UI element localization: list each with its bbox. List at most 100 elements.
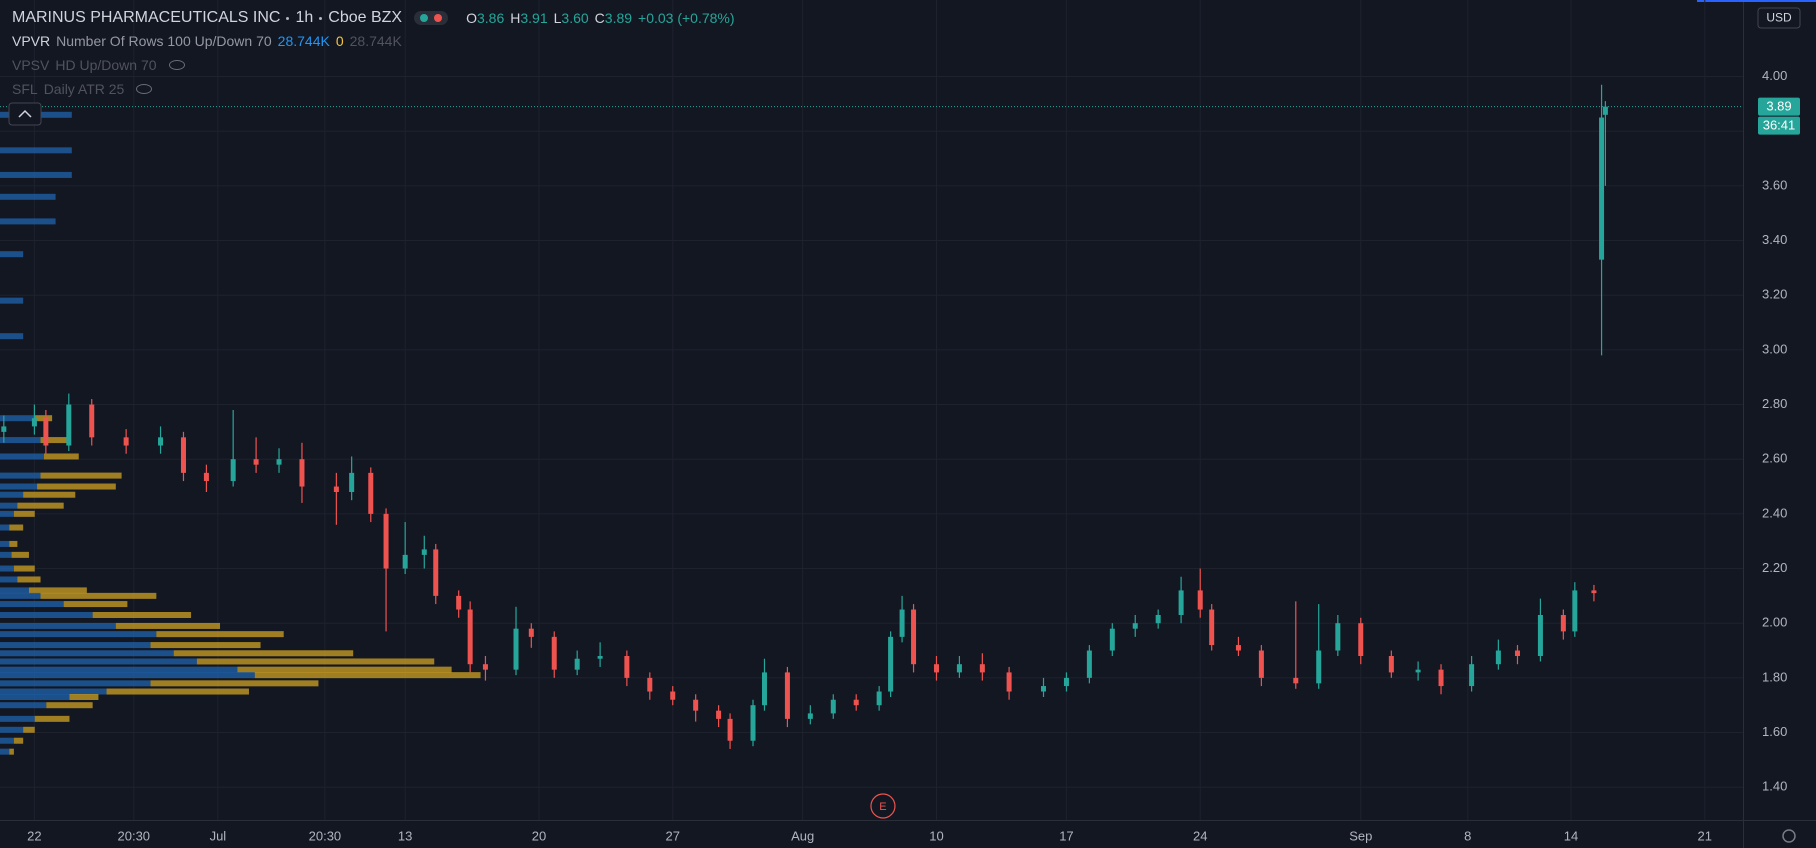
vp-up — [0, 748, 10, 755]
vp-down — [37, 483, 116, 490]
vp-up — [0, 193, 56, 200]
indicator-line[interactable]: VPSV HD Up/Down 70 — [12, 57, 185, 73]
indicator-params: Daily ATR 25 — [43, 81, 125, 97]
candle-body — [467, 609, 473, 665]
vp-down — [69, 694, 99, 700]
x-tick-label: Sep — [1349, 828, 1372, 843]
vp-down — [237, 666, 452, 673]
candle-body — [597, 656, 603, 659]
x-tick-label: 27 — [666, 828, 680, 843]
countdown-box — [1758, 116, 1800, 135]
separator — [319, 16, 323, 20]
vp-down — [254, 672, 481, 679]
change: +0.03 (+0.78%) — [638, 10, 735, 26]
candle-body — [89, 404, 95, 438]
vp-down — [40, 472, 122, 479]
vp-up — [0, 715, 35, 722]
settings-icon[interactable] — [1782, 829, 1796, 843]
candle-body — [253, 459, 259, 465]
separator — [286, 16, 290, 20]
indicator-value: 0 — [335, 33, 344, 49]
vp-up — [0, 592, 41, 599]
ohlc: O3.86 H3.91 L3.60 C3.89 — [460, 10, 632, 26]
x-tick-label: 14 — [1564, 828, 1578, 843]
vp-up — [0, 658, 197, 665]
vp-up — [0, 147, 72, 154]
vp-up — [0, 672, 255, 679]
ohlc-label: H — [510, 10, 521, 26]
candle-body — [911, 609, 917, 665]
status-dot — [420, 14, 429, 22]
vp-up — [0, 631, 157, 638]
candle-body — [750, 705, 756, 741]
y-tick-label: 1.60 — [1762, 724, 1787, 739]
collapse-icon — [18, 109, 32, 118]
vp-up — [0, 415, 35, 422]
candle-body — [807, 713, 813, 719]
candle-body — [1602, 106, 1608, 115]
x-tick-label: 20:30 — [309, 828, 342, 843]
volume-profile — [0, 111, 481, 755]
candle-body — [230, 459, 236, 482]
vp-down — [23, 491, 76, 498]
vp-up — [0, 333, 24, 340]
candle-body — [693, 699, 699, 711]
y-tick-label: 1.80 — [1762, 669, 1787, 684]
vp-up — [0, 612, 93, 618]
vp-down — [34, 715, 70, 722]
candle-body — [1537, 615, 1543, 656]
vp-up — [0, 524, 10, 531]
candle-body — [1495, 650, 1501, 665]
y-tick-label: 1.40 — [1762, 779, 1787, 794]
x-tick-label: Aug — [791, 828, 814, 843]
ohlc-label: C — [594, 10, 605, 26]
vp-up — [0, 680, 151, 687]
vp-up — [0, 297, 24, 304]
x-tick-label: 22 — [27, 828, 41, 843]
candle-body — [1293, 677, 1299, 684]
candle-body — [123, 437, 129, 446]
candle-body — [1469, 664, 1475, 687]
hidden-icon[interactable] — [168, 60, 185, 70]
candle-body — [1041, 686, 1047, 692]
vp-down — [17, 502, 64, 509]
hidden-icon[interactable] — [136, 84, 153, 94]
candle-body — [1178, 590, 1184, 615]
ohlc-value: 3.91 — [520, 10, 548, 26]
candle-body — [830, 699, 836, 714]
progress-bar — [1697, 0, 1816, 2]
candle-body — [1388, 656, 1394, 673]
vp-down — [92, 612, 192, 618]
axes: 1.40 1.60 1.80 2.00 2.20 2.40 2.60 2.80 3.00 3.20… — [0, 68, 1800, 843]
vp-down — [106, 688, 249, 695]
candle-body — [203, 472, 209, 482]
candle-body — [482, 664, 488, 670]
vp-down — [13, 565, 35, 572]
candle-body — [349, 472, 355, 492]
candle-body — [368, 472, 374, 514]
vp-up — [0, 702, 47, 709]
y-tick-label: 2.80 — [1762, 396, 1787, 411]
vp-up — [0, 642, 151, 649]
status-dot — [434, 14, 443, 22]
candle-body — [1599, 117, 1605, 260]
vp-down — [173, 650, 354, 657]
indicator-line[interactable]: SFL Daily ATR 25 — [12, 81, 153, 97]
x-tick-label: 20 — [532, 828, 546, 843]
currency-box[interactable] — [1757, 7, 1801, 29]
candle-body — [1006, 672, 1012, 692]
status-pill[interactable] — [414, 11, 449, 25]
vp-down — [150, 642, 261, 649]
last-price-label: 3.89 — [1766, 99, 1791, 114]
indicator-line[interactable]: VPVR Number Of Rows 100 Up/Down 70 28.74… — [12, 33, 402, 49]
symbol: MARINUS PHARMACEUTICALS INC — [12, 9, 281, 26]
countdown: 36:41 — [1763, 118, 1796, 133]
vp-up — [0, 666, 238, 673]
candle-body — [66, 404, 72, 446]
candle-body — [43, 418, 49, 446]
vp-up — [0, 565, 14, 572]
candle-body — [433, 549, 439, 596]
vp-up — [0, 453, 45, 460]
collapse-button[interactable] — [8, 102, 42, 126]
